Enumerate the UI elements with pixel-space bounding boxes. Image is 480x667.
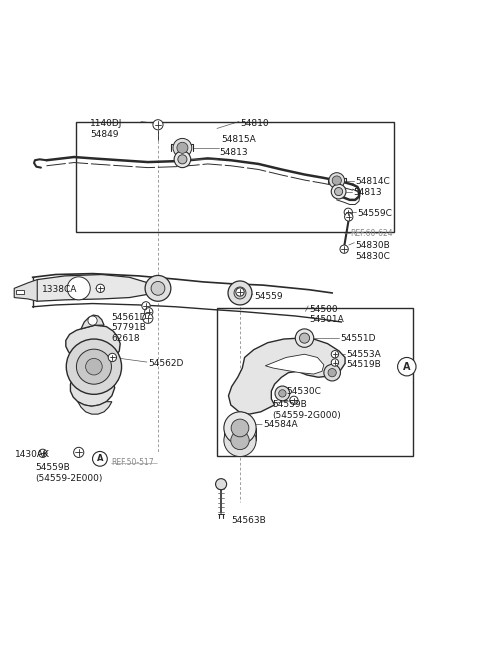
Circle shape	[174, 151, 191, 167]
Text: 54815A: 54815A	[222, 135, 256, 145]
Text: 54830B
54830C: 54830B 54830C	[355, 241, 390, 261]
Text: 54813: 54813	[353, 189, 382, 197]
Circle shape	[231, 419, 249, 437]
Text: 54559B
(54559-2G000): 54559B (54559-2G000)	[272, 400, 341, 420]
Circle shape	[324, 364, 340, 381]
Circle shape	[73, 448, 84, 458]
Circle shape	[332, 176, 341, 185]
Polygon shape	[66, 325, 120, 406]
Bar	[76, 121, 395, 232]
Circle shape	[173, 138, 192, 157]
Text: REF.50-517: REF.50-517	[111, 458, 154, 467]
Circle shape	[340, 245, 348, 253]
Circle shape	[236, 288, 244, 296]
Text: 1140DJ
54849: 1140DJ 54849	[90, 119, 122, 139]
Text: 1338CA: 1338CA	[42, 285, 77, 293]
Text: 54551D: 54551D	[340, 334, 376, 343]
Circle shape	[335, 187, 343, 195]
Circle shape	[85, 358, 102, 375]
Circle shape	[144, 307, 153, 316]
Text: REF.60-624: REF.60-624	[350, 229, 393, 237]
Circle shape	[153, 119, 163, 130]
Circle shape	[177, 142, 188, 153]
Circle shape	[397, 358, 416, 376]
Circle shape	[328, 369, 336, 377]
Text: A: A	[403, 362, 410, 372]
Circle shape	[331, 359, 338, 366]
Polygon shape	[81, 315, 104, 329]
Circle shape	[143, 313, 153, 323]
Text: 54584A: 54584A	[263, 420, 298, 430]
Text: 54559C: 54559C	[358, 209, 392, 218]
Circle shape	[228, 281, 252, 305]
Text: A: A	[96, 454, 103, 464]
Circle shape	[88, 316, 97, 325]
Circle shape	[224, 412, 256, 444]
Circle shape	[234, 287, 246, 299]
Circle shape	[66, 339, 121, 394]
Circle shape	[300, 333, 310, 344]
Circle shape	[151, 281, 165, 295]
Circle shape	[279, 390, 286, 397]
Circle shape	[344, 208, 352, 217]
Polygon shape	[265, 354, 324, 374]
Circle shape	[145, 275, 171, 301]
Text: 54562D: 54562D	[148, 359, 183, 368]
Text: 54559B
(54559-2E000): 54559B (54559-2E000)	[35, 464, 102, 483]
Circle shape	[178, 155, 187, 164]
Text: 54530C: 54530C	[286, 387, 321, 396]
Text: 54500
54501A: 54500 54501A	[309, 305, 344, 324]
Circle shape	[38, 449, 47, 458]
Polygon shape	[78, 402, 112, 414]
Text: 54559: 54559	[254, 292, 282, 301]
Circle shape	[329, 173, 345, 188]
Text: 54563B: 54563B	[231, 516, 265, 525]
Text: 54553A: 54553A	[346, 350, 381, 359]
Polygon shape	[14, 279, 37, 301]
Text: 54810: 54810	[240, 119, 269, 128]
Circle shape	[231, 431, 249, 450]
Bar	[217, 308, 413, 456]
Circle shape	[76, 349, 111, 384]
Circle shape	[331, 184, 346, 199]
Circle shape	[142, 301, 150, 310]
Circle shape	[295, 329, 314, 348]
Circle shape	[345, 213, 353, 221]
Circle shape	[216, 479, 227, 490]
Circle shape	[96, 284, 105, 293]
Text: 1430AK: 1430AK	[15, 450, 50, 459]
Circle shape	[224, 424, 256, 456]
Circle shape	[108, 354, 117, 362]
Circle shape	[93, 452, 108, 466]
Polygon shape	[28, 275, 157, 301]
Text: 54519B: 54519B	[346, 360, 381, 370]
Circle shape	[275, 386, 290, 401]
Circle shape	[67, 277, 90, 300]
Bar	[15, 289, 24, 294]
Text: 54814C: 54814C	[355, 177, 390, 186]
Circle shape	[290, 396, 298, 404]
Polygon shape	[228, 338, 345, 414]
Text: 54813: 54813	[219, 148, 248, 157]
Text: 54561D
57791B
62618: 54561D 57791B 62618	[111, 313, 146, 343]
Circle shape	[331, 351, 338, 358]
